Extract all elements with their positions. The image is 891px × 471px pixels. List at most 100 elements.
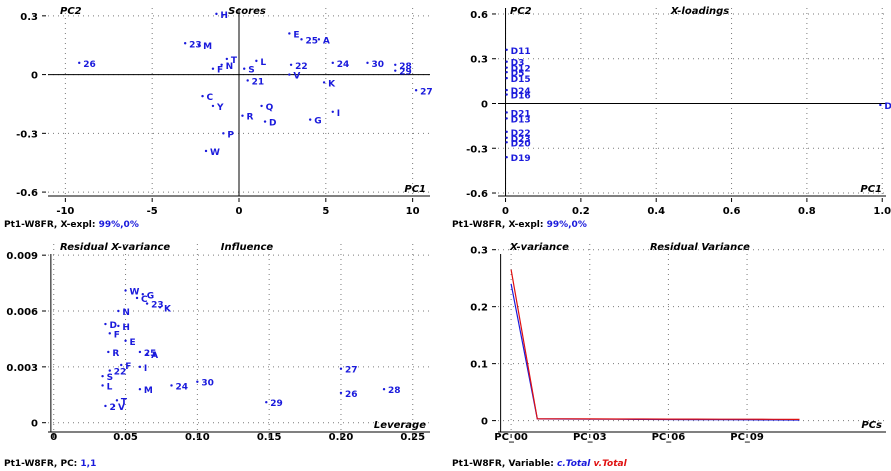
x-tick-label: 0.4: [647, 206, 665, 217]
x-loadings-footer-prefix: Pt1-W8FR, X-expl:: [452, 220, 547, 230]
data-point: [124, 289, 127, 292]
y-axis-title: Residual X-variance: [60, 242, 170, 253]
point-label: D: [269, 119, 276, 129]
data-point: [220, 63, 223, 66]
series-line: [510, 269, 800, 420]
point-label: L: [107, 382, 113, 392]
point-label: N: [226, 62, 234, 72]
point-label: A: [323, 36, 330, 46]
point-label: I: [144, 364, 147, 374]
point-label: 24: [337, 60, 350, 70]
point-label: 23: [151, 301, 164, 311]
data-point: [135, 296, 139, 300]
data-point: [879, 103, 882, 107]
point-label: D21: [511, 109, 531, 119]
y-axis-title: PC2: [60, 6, 82, 17]
point-label: W: [210, 148, 220, 158]
point-label: E: [293, 30, 299, 40]
y-tick-label: 0: [481, 99, 488, 110]
y-tick-label: 0.003: [6, 363, 38, 374]
point-label: T: [231, 56, 238, 66]
x-tick-label: 5: [322, 206, 329, 217]
point-label: 26: [83, 60, 96, 70]
chart-title: Scores: [228, 6, 266, 17]
chart-title: Influence: [221, 242, 274, 253]
point-label: L: [260, 58, 266, 68]
data-point: [263, 120, 267, 123]
point-label: 27: [420, 87, 433, 97]
point-label: Y: [216, 103, 224, 113]
point-label: Q: [266, 103, 274, 113]
point-label: 22: [114, 368, 127, 378]
point-label: D16: [511, 92, 531, 102]
data-point: [78, 61, 81, 65]
data-point: [211, 67, 215, 70]
data-point: [112, 404, 116, 408]
y-tick-label: -0.6: [16, 188, 38, 199]
data-point: [308, 118, 312, 121]
point-label: H: [122, 323, 130, 333]
data-point: [145, 302, 149, 305]
data-point: [101, 374, 104, 378]
data-point: [288, 73, 291, 76]
point-label: 29: [270, 399, 283, 409]
data-point: [265, 401, 268, 404]
data-point: [505, 93, 508, 96]
point-label: T: [121, 397, 128, 407]
point-label: P: [227, 130, 234, 140]
point-label: V: [118, 403, 125, 413]
y-tick-label: -0.3: [466, 144, 488, 155]
data-point: [505, 136, 508, 140]
scores-plot: -10 -5 0 5 10 -0.6 -0.3 0 0.3 PC2 Scores PC1 H E 25 A 23…: [0, 0, 440, 232]
point-label: S: [107, 373, 113, 383]
data-point: [366, 61, 369, 65]
point-label: F: [125, 362, 131, 372]
point-label: K: [328, 79, 336, 89]
data-point: [197, 44, 201, 47]
point-label: M: [144, 386, 153, 396]
point-label: 23: [189, 40, 202, 50]
y-tick-label: 0.1: [470, 360, 488, 371]
point-label: 24: [176, 382, 189, 392]
data-point: [331, 61, 334, 65]
point-label: 25: [144, 349, 157, 359]
y-tick-label: -0.6: [466, 189, 488, 200]
data-point: [505, 70, 508, 74]
point-label: 27: [345, 366, 358, 376]
data-point: [196, 380, 199, 383]
point-label: D15: [511, 75, 531, 85]
residual-variance-footer: Pt1-W8FR, Variable: c.Total v.Total: [452, 459, 627, 469]
data-point: [260, 104, 263, 108]
data-point: [246, 79, 249, 82]
scores-footer: Pt1-W8FR, X-expl: 99%,0%: [4, 220, 139, 230]
point-label: 30: [201, 379, 214, 389]
data-point: [322, 81, 326, 84]
point-label: D11: [511, 47, 531, 57]
point-label: E: [130, 338, 136, 348]
x-tick-label: -10: [56, 206, 74, 217]
data-point: [414, 89, 418, 92]
data-point: [117, 324, 120, 328]
data-point: [288, 32, 291, 35]
y-tick-label: 0: [31, 71, 38, 82]
data-point: [104, 322, 107, 326]
data-point: [170, 384, 173, 387]
data-point: [505, 156, 508, 159]
point-label: D12: [511, 65, 531, 75]
y-tick-label: 0.006: [6, 307, 38, 318]
x-tick-label: 1.0: [873, 206, 891, 217]
x-tick-label: -5: [147, 206, 158, 217]
data-point: [505, 130, 508, 134]
data-point: [215, 12, 218, 16]
point-label: 2: [109, 403, 115, 413]
point-label: 26: [345, 390, 358, 400]
data-point: [101, 384, 104, 387]
data-point: [300, 38, 303, 41]
x-loadings-svg: 0 0.2 0.4 0.6 0.8 1.0 -0.6 -0.3 0 0.3 0.6 PC2 X-load…: [466, 6, 891, 217]
point-label: 22: [295, 62, 308, 72]
residual-variance-footer-prefix: Pt1-W8FR, Variable:: [452, 459, 557, 469]
x-tick-label: 0.8: [798, 206, 816, 217]
series-line: [510, 283, 800, 421]
x-loadings-footer: Pt1-W8FR, X-expl: 99%,0%: [452, 220, 587, 230]
y-tick-label: 0.2: [470, 303, 488, 314]
